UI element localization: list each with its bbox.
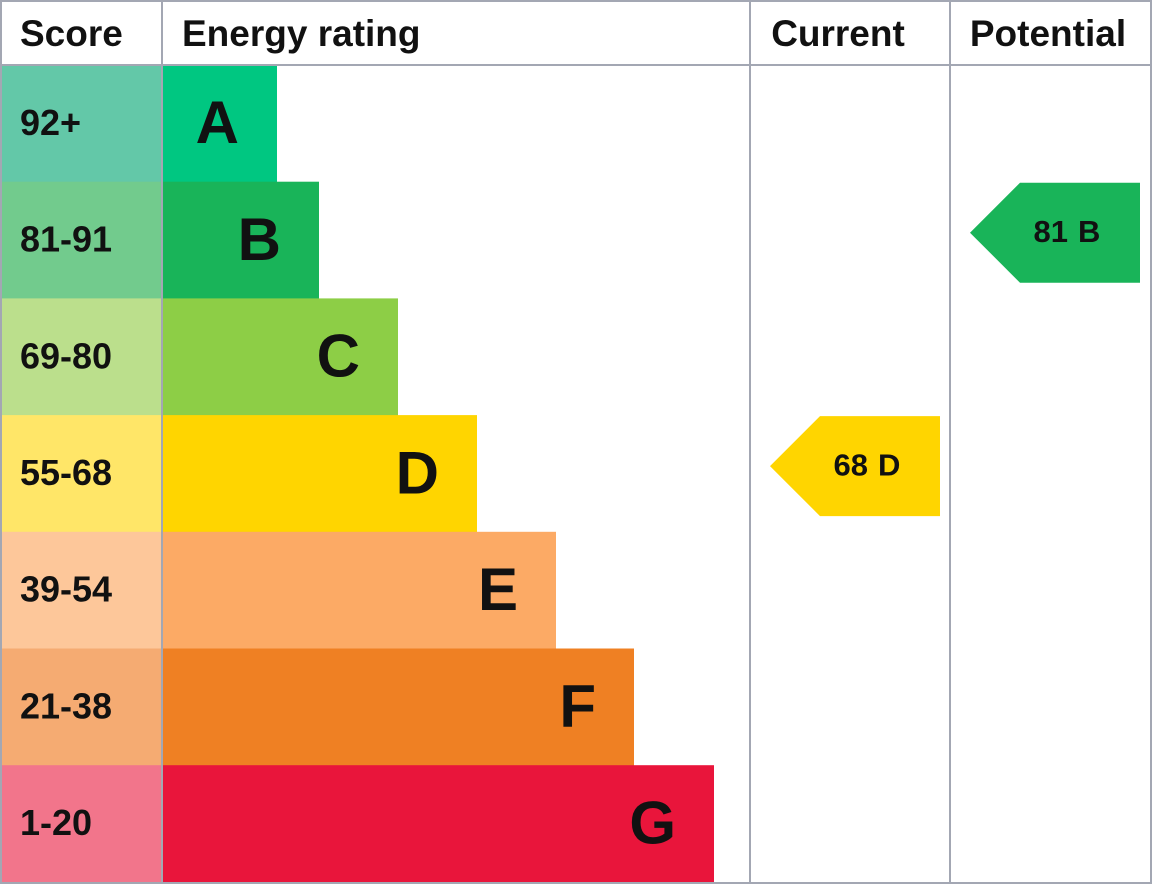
header-score: Score bbox=[20, 13, 123, 54]
rating-bar bbox=[162, 531, 556, 649]
score-range: 1-20 bbox=[20, 802, 92, 843]
score-range: 21-38 bbox=[20, 685, 112, 726]
score-cell bbox=[0, 181, 162, 299]
rating-bar bbox=[162, 298, 398, 416]
current-rating: D bbox=[878, 447, 900, 482]
rating-letter: A bbox=[196, 89, 239, 156]
score-cell bbox=[0, 298, 162, 416]
score-range: 39-54 bbox=[20, 569, 112, 610]
current-arrow bbox=[770, 416, 940, 517]
rating-letter: E bbox=[478, 556, 518, 623]
rating-bar bbox=[162, 648, 634, 766]
score-cell bbox=[0, 531, 162, 649]
rating-bar bbox=[162, 765, 714, 883]
rating-bar bbox=[162, 65, 277, 183]
rating-letter: F bbox=[559, 673, 596, 740]
score-range: 81-91 bbox=[20, 219, 112, 260]
header-energy-rating: Energy rating bbox=[182, 13, 421, 54]
potential-arrow bbox=[970, 182, 1140, 283]
rating-letter: G bbox=[629, 789, 676, 856]
rating-bar bbox=[162, 415, 477, 533]
rating-bar bbox=[162, 181, 319, 299]
rating-letter: B bbox=[238, 206, 281, 273]
header-current: Current bbox=[771, 13, 905, 54]
potential-score: 81 bbox=[1034, 214, 1068, 249]
rating-letter: C bbox=[317, 323, 360, 390]
potential-rating: B bbox=[1078, 214, 1100, 249]
score-range: 92+ bbox=[20, 102, 81, 143]
score-cell bbox=[0, 765, 162, 883]
rating-letter: D bbox=[396, 439, 439, 506]
score-range: 69-80 bbox=[20, 335, 112, 376]
score-range: 55-68 bbox=[20, 452, 112, 493]
current-score: 68 bbox=[834, 447, 868, 482]
header-potential: Potential bbox=[970, 13, 1126, 54]
score-cell bbox=[0, 415, 162, 533]
score-cell bbox=[0, 65, 162, 183]
score-cell bbox=[0, 648, 162, 766]
